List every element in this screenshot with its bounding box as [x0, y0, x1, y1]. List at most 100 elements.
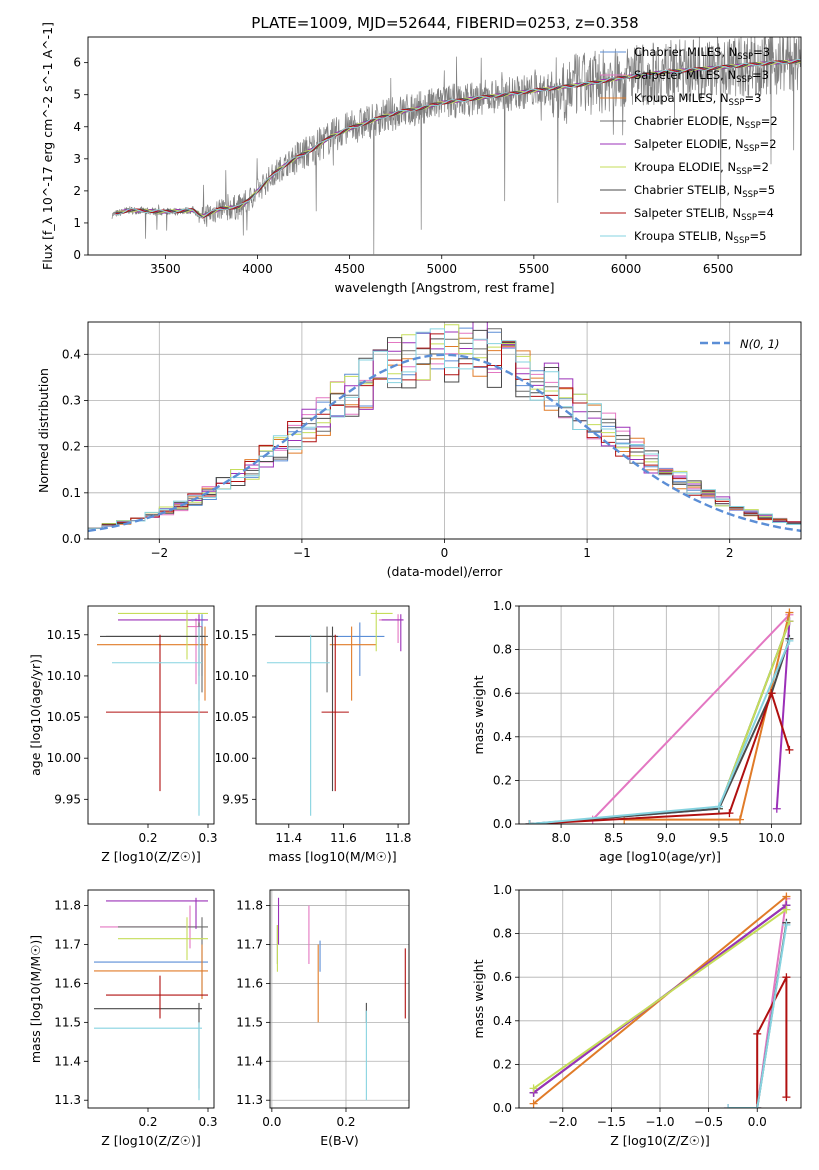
x-tick-label: 4000 [242, 262, 273, 276]
plot-area [276, 897, 406, 1101]
marker-salpeter-stelib [782, 973, 791, 982]
axes-frame [87, 36, 802, 256]
y-tick-label: 11.3 [236, 1093, 263, 1107]
line-salpeter-stelib [756, 976, 788, 1108]
model-line-kroupa-stelib [115, 59, 801, 218]
y-tick-label: 10.00 [215, 751, 249, 765]
legend-label-salpeter-elodie: Salpeter ELODIE, NSSP=2 [634, 137, 777, 154]
marker-salpeter-stelib [753, 1029, 762, 1038]
legend-label-kroupa-elodie: Kroupa ELODIE, NSSP=2 [634, 160, 769, 177]
x-tick-label: 9.0 [657, 831, 676, 845]
y-tick-label: 0.6 [493, 686, 512, 700]
legend-label-kroupa-stelib: Kroupa STELIB, NSSP=5 [634, 229, 766, 246]
y-tick-label: 0.0 [493, 1101, 512, 1115]
marker-kroupa-stelib [785, 636, 794, 645]
x-axis-label: Z [log10(Z/Z☉)] [101, 1133, 201, 1148]
line-salpeter-miles [591, 614, 791, 821]
y-tick-label: 4 [73, 120, 81, 134]
marker-salpeter-stelib [785, 745, 794, 754]
panel-age_vs_Z: 0.2 0.3 9.95 10.00 10.05 10.10 10.15 Z [log10(Z… [28, 605, 218, 864]
legend-label-chabrier-miles: Chabrier MILES, NSSP=3 [634, 45, 770, 62]
y-tick-label: 0.1 [62, 486, 81, 500]
marker-salpeter-stelib [725, 809, 734, 818]
y-tick-label: 0.3 [62, 393, 81, 407]
x-tick-label: 0.3 [198, 831, 217, 845]
x-tick-label: 4500 [334, 262, 365, 276]
marker-kroupa-elodie [785, 617, 794, 626]
x-tick-label: 3500 [150, 262, 181, 276]
legend-label-salpeter-stelib: Salpeter STELIB, NSSP=4 [634, 206, 774, 223]
y-tick-label: 10.05 [47, 710, 81, 724]
y-tick-label: 11.8 [236, 899, 263, 913]
x-axis-label: mass [log10(M/M☉)] [268, 849, 396, 864]
y-tick-label: 0.2 [493, 1057, 512, 1071]
x-tick-label: 0.2 [336, 1115, 355, 1129]
x-tick-label: 6000 [611, 262, 642, 276]
marker-salpeter-stelib [782, 1093, 791, 1102]
x-tick-label: 0.2 [138, 1115, 157, 1129]
x-tick-label: 5000 [426, 262, 457, 276]
x-tick-label: 0.0 [748, 1115, 767, 1129]
axes-frame [87, 889, 215, 1109]
x-tick-label: 0.2 [138, 831, 157, 845]
y-tick-label: 11.4 [54, 1054, 81, 1068]
y-tick-label: 0.2 [62, 440, 81, 454]
panel-mass_vs_Z: 0.2 0.3 11.3 11.4 11.5 11.6 11.7 11.8 Z [log10(Z… [28, 889, 218, 1148]
y-tick-label: 0.4 [493, 730, 512, 744]
y-tick-label: 10.05 [215, 710, 249, 724]
y-tick-label: 10.15 [47, 628, 81, 642]
y-tick-label: 0.0 [62, 532, 81, 546]
plot-area [525, 608, 794, 824]
legend: Chabrier MILES, NSSP=3 Salpeter MILES, NS… [600, 45, 778, 246]
legend-label-chabrier-stelib: Chabrier STELIB, NSSP=5 [634, 183, 775, 200]
legend-label-kroupa-miles: Kroupa MILES, NSSP=3 [634, 91, 761, 108]
x-tick-label: 11.4 [275, 831, 302, 845]
x-tick-label: −2 [150, 546, 168, 560]
y-tick-label: 11.5 [236, 1015, 263, 1029]
plot-area [88, 322, 801, 533]
line-salpeter-miles [728, 898, 788, 1108]
y-axis-label: Normed distribution [36, 368, 51, 493]
line-salpeter-elodie [775, 621, 791, 809]
marker-kroupa-elodie [529, 1084, 538, 1093]
line-kroupa-stelib [728, 924, 788, 1108]
y-tick-label: 0 [73, 248, 81, 262]
marker-kroupa-stelib [724, 1104, 733, 1108]
x-tick-label: 5500 [519, 262, 550, 276]
marker-kroupa-stelib [525, 820, 534, 824]
x-tick-label: 11.6 [330, 831, 357, 845]
panel-residuals: −2 −1 0 1 2 0.0 0.1 0.2 0.3 0.4 (data-model)/error… [36, 321, 802, 579]
y-tick-label: 0.4 [493, 1014, 512, 1028]
marker-salpeter-stelib [767, 689, 776, 698]
panel-mass_vs_EBV: 0.0 0.2 11.3 11.4 11.5 11.6 11.7 11.8 E(B-V) [236, 889, 410, 1148]
x-axis-label: E(B-V) [320, 1133, 359, 1148]
y-tick-label: 11.5 [54, 1015, 81, 1029]
x-tick-label: 0.0 [262, 1115, 281, 1129]
x-axis-label: wavelength [Angstrom, rest frame] [334, 280, 554, 295]
x-tick-label: −0.5 [694, 1115, 723, 1129]
axes-frame [255, 605, 410, 825]
y-tick-label: 10.10 [47, 669, 81, 683]
marker-kroupa-miles [785, 608, 794, 617]
normal-reference-curve [88, 353, 801, 533]
marker-kroupa-miles [529, 1099, 538, 1108]
line-kroupa-elodie [533, 908, 787, 1090]
panel-massweight_vs_age: 8.0 8.5 9.0 9.5 10.0 0.0 0.2 0.4 0.6 0.8 1.0 age [l… [471, 599, 802, 864]
marker-kroupa-stelib [753, 1104, 762, 1108]
y-tick-label: 11.8 [54, 899, 81, 913]
x-tick-label: 8.0 [552, 831, 571, 845]
y-tick-label: 1.0 [493, 883, 512, 897]
y-tick-label: 10.10 [215, 669, 249, 683]
x-tick-label: 6500 [703, 262, 734, 276]
legend: N(0, 1) [700, 337, 780, 351]
marker-kroupa-elodie [782, 905, 791, 914]
y-tick-label: 5 [73, 88, 81, 102]
marker-kroupa-stelib [714, 802, 723, 811]
y-tick-label: 1 [73, 216, 81, 230]
y-tick-label: 10.00 [47, 751, 81, 765]
plot-area [111, 37, 801, 255]
plot-area [529, 892, 791, 1108]
y-tick-label: 9.95 [222, 792, 249, 806]
legend-label-salpeter-miles: Salpeter MILES, NSSP=3 [634, 68, 769, 85]
